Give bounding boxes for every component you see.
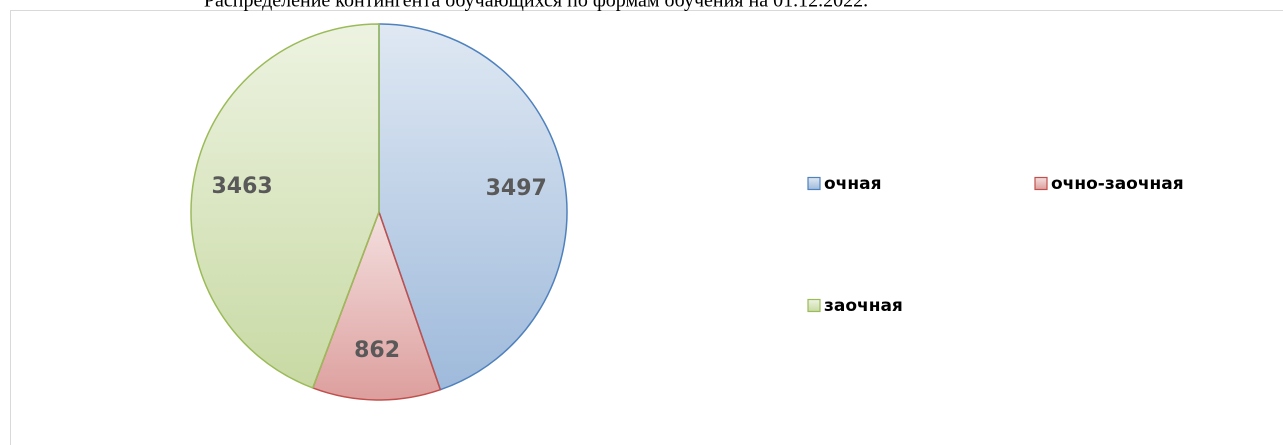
pie-slice — [378, 23, 568, 391]
data-label: 3497 — [486, 176, 547, 201]
legend-swatch — [807, 176, 821, 191]
legend-swatch — [1034, 176, 1048, 191]
legend-label: очная — [824, 174, 881, 194]
chart-title: Распределение контингента обучающихся по… — [204, 0, 868, 12]
data-label: 862 — [354, 338, 400, 363]
pie-slice — [311, 209, 442, 401]
legend-label: очно-заочная — [1051, 174, 1184, 194]
pie-slice — [190, 23, 380, 389]
legend-swatch — [807, 298, 821, 313]
data-label: 3463 — [212, 174, 273, 199]
legend-label: заочная — [824, 296, 903, 316]
